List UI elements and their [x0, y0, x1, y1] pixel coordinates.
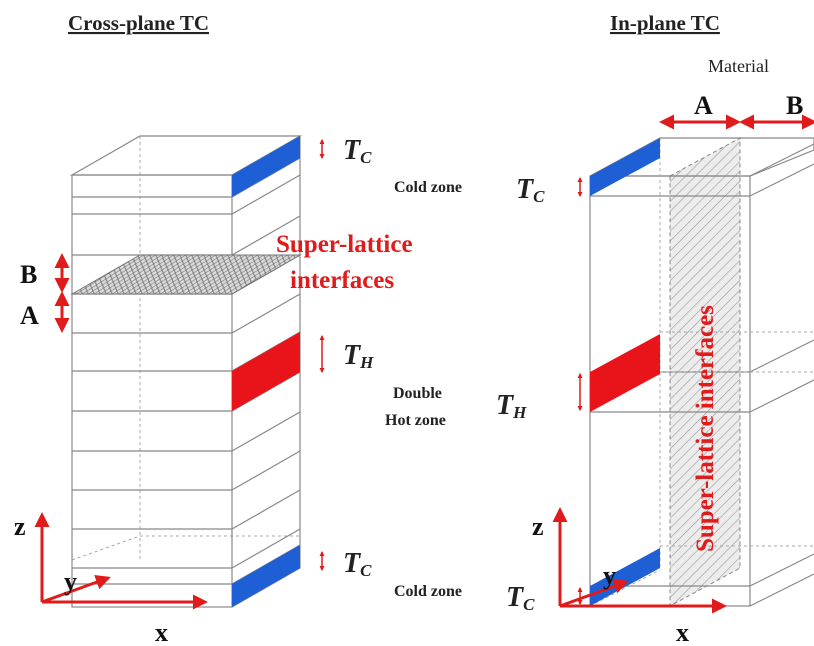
hot-zone-line2: Hot zone	[385, 412, 446, 429]
layer-side-line	[231, 489, 301, 530]
left-axis-z: z	[14, 512, 26, 541]
layer-b-label: B	[20, 260, 37, 289]
material-b-label: B	[786, 91, 803, 120]
right-hot-face	[590, 334, 660, 412]
left-axis-x: x	[155, 618, 168, 646]
material-a-label: A	[694, 91, 713, 120]
left-tc-label: TC	[343, 135, 372, 167]
left-interface-plane	[70, 254, 302, 295]
layer-side-line	[231, 411, 301, 452]
layer-side-line	[231, 528, 301, 569]
layer-a-label: A	[20, 301, 39, 330]
right-axis-z: z	[532, 512, 544, 541]
right-tc-bottom-label: TC	[506, 582, 535, 614]
cold-zone-bottom-label: Cold zone	[394, 583, 462, 600]
left-hot-face	[232, 332, 300, 411]
right-axis-y: y	[603, 561, 616, 590]
hot-zone-line1: Double	[393, 385, 442, 402]
left-th-label: TH	[343, 340, 374, 372]
right-axes: z y x	[532, 507, 727, 646]
left-cold-top-face	[232, 136, 300, 197]
left-axis-y: y	[64, 567, 77, 596]
left-cold-bottom-face	[232, 545, 300, 607]
right-cold-top-face	[590, 138, 660, 196]
cold-zone-top-label: Cold zone	[394, 179, 462, 196]
left-tc-bottom-label: TC	[343, 548, 372, 580]
right-interfaces-vertical: Super-lattice interfaces	[692, 305, 719, 552]
right-block	[589, 137, 814, 607]
left-interfaces-line1: Super-lattice	[276, 231, 413, 258]
layer-side-line	[231, 215, 301, 256]
right-th-label: TH	[496, 390, 527, 422]
layer-side-line	[231, 450, 301, 491]
material-label: Material	[708, 56, 769, 76]
layer-side-line	[231, 174, 301, 215]
left-stack	[69, 135, 303, 608]
layer-side-line	[231, 293, 301, 334]
left-title: Cross-plane TC	[68, 11, 209, 35]
right-title: In-plane TC	[610, 11, 720, 35]
right-tc-top-label: TC	[516, 174, 545, 206]
right-cold-bottom-face	[590, 548, 660, 606]
left-interfaces-line2: interfaces	[290, 267, 394, 294]
right-axis-x: x	[676, 618, 689, 646]
left-axes: z y x	[14, 512, 208, 646]
